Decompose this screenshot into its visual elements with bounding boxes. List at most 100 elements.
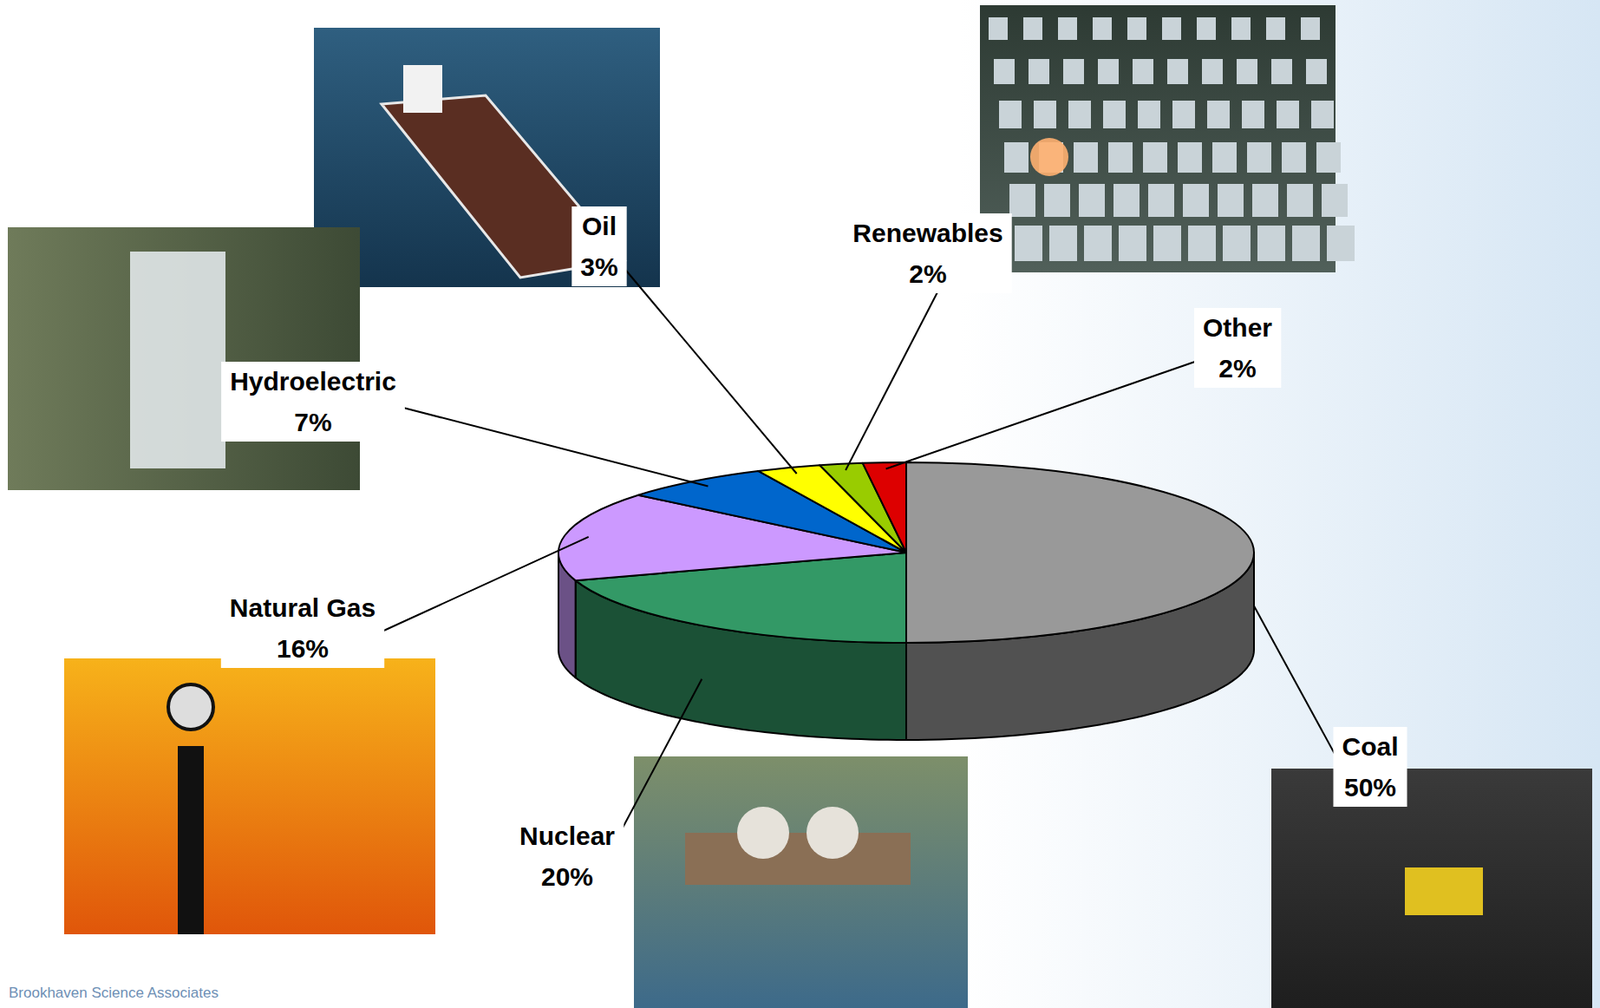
photo-nuclear-building xyxy=(685,832,911,885)
photo-solar-panel xyxy=(1148,183,1175,217)
data-label-box xyxy=(1194,307,1281,388)
photo-solar-panel xyxy=(1097,58,1119,85)
photos xyxy=(7,5,1593,1008)
leader-line xyxy=(845,288,940,471)
photo-solar-panel xyxy=(1103,100,1126,129)
photo-solar-panel xyxy=(1078,183,1105,217)
photo-solar-panel xyxy=(1044,183,1071,217)
pie-slice xyxy=(862,462,907,553)
photo-solar-panel xyxy=(1049,225,1078,262)
photo-solar-panel xyxy=(1286,183,1313,217)
photo-solar-panel xyxy=(1321,183,1348,217)
value-label: 7% xyxy=(293,407,332,437)
photo-gas-pipe xyxy=(177,745,204,934)
photo-solar-panel xyxy=(1063,58,1085,85)
data-label-box xyxy=(221,361,405,442)
photo-solar xyxy=(979,5,1336,273)
photo-solar-panel xyxy=(1132,58,1154,85)
photo-solar-panel xyxy=(1222,225,1251,262)
photo-solar-panel xyxy=(1271,58,1293,85)
photo-sun-glint xyxy=(1030,137,1069,177)
photo-solar-panel xyxy=(1182,183,1209,217)
photo-coal xyxy=(1271,768,1593,1008)
photo-solar-panel xyxy=(1108,142,1133,173)
value-label: 2% xyxy=(908,259,947,288)
photo-solar-panel xyxy=(1023,17,1043,40)
photo-solar-panel xyxy=(1247,142,1272,173)
photo-solar-panel xyxy=(1118,225,1147,262)
photo-waterfall xyxy=(130,251,226,469)
background xyxy=(0,0,1600,1008)
photo-coal-bulldozer xyxy=(1404,867,1483,915)
photo-solar-panel xyxy=(1009,183,1036,217)
category-label: Other xyxy=(1202,313,1273,342)
pie-top xyxy=(558,462,1254,643)
photo-solar-panel xyxy=(1092,17,1112,40)
photo-solar-panel xyxy=(1212,142,1237,173)
data-label-box xyxy=(221,587,385,668)
data-label: Other 2% xyxy=(1194,307,1281,388)
data-label-box xyxy=(510,816,624,896)
photo-solar-panel xyxy=(1172,100,1196,129)
data-label: Renewables 2% xyxy=(843,213,1012,294)
photo-solar-panel xyxy=(999,100,1022,129)
photo-solar-panels xyxy=(988,17,1355,262)
photo-solar-panel xyxy=(1028,58,1050,85)
leader-line xyxy=(617,260,797,474)
category-label: Coal xyxy=(1341,731,1398,761)
value-label: 20% xyxy=(541,862,594,891)
photo-solar-panel xyxy=(1292,225,1320,262)
photo-solar-panel xyxy=(1281,142,1307,173)
photo-solar-panel xyxy=(1137,100,1161,129)
labels: Coal50%Nuclear20%Natural Gas16%Hydroelec… xyxy=(221,206,1408,896)
photo-solar-panel xyxy=(1153,225,1182,262)
photo-solar-panel xyxy=(1196,17,1216,40)
photo-solar-panel xyxy=(1113,183,1140,217)
photo-solar-panel xyxy=(1167,58,1189,85)
photo-solar-panel xyxy=(1084,225,1112,262)
photo-solar-panel xyxy=(1257,225,1286,262)
leader-line xyxy=(886,355,1213,469)
photo-solar-panel xyxy=(1231,17,1251,40)
photo-solar-panel xyxy=(1207,100,1230,129)
pie xyxy=(558,462,1254,740)
data-label: Natural Gas 16% xyxy=(221,587,385,668)
photo-solar-panel xyxy=(1326,225,1355,262)
chart-container: Coal50%Nuclear20%Natural Gas16%Hydroelec… xyxy=(0,0,1600,1008)
category-label: Renewables xyxy=(852,218,1003,248)
photo-solar-panel xyxy=(1266,17,1286,40)
category-label: Nuclear xyxy=(519,821,615,850)
photo-solar-panel xyxy=(1033,100,1057,129)
photo-solar-panel xyxy=(1316,142,1341,173)
photo-solar-panel xyxy=(1068,100,1091,129)
photo-solar-panel xyxy=(1004,142,1029,173)
pie-slice xyxy=(819,463,907,553)
photo-solar-panel xyxy=(1142,142,1168,173)
photo-solar-panel xyxy=(1236,58,1258,85)
photo-oil xyxy=(313,27,660,288)
photo-solar-panel xyxy=(1276,100,1300,129)
photo-solar-panel xyxy=(1306,58,1327,85)
footer: Brookhaven Science Associates xyxy=(8,984,219,1001)
photo-solar-panel xyxy=(1217,183,1244,217)
photo-solar-panel xyxy=(1241,100,1265,129)
photo-solar-panel xyxy=(1057,17,1078,40)
photo-solar-panel xyxy=(1252,183,1279,217)
photo-solar-panel xyxy=(1188,225,1216,262)
leader-line xyxy=(368,536,589,638)
photo-solar-panel xyxy=(1300,17,1320,40)
value-label: 2% xyxy=(1218,353,1256,383)
category-label: Hydroelectric xyxy=(229,366,397,396)
value-label: 16% xyxy=(276,633,329,663)
photo-ship-bridge xyxy=(403,65,443,113)
photo-solar-panel xyxy=(1201,58,1223,85)
photo-solar-panel xyxy=(1073,142,1098,173)
photo-gas-gauge xyxy=(168,684,214,730)
leader-lines xyxy=(368,260,1340,857)
category-label: Natural Gas xyxy=(229,593,376,622)
data-label: Hydroelectric 7% xyxy=(221,361,405,442)
photo-nuclear-dome xyxy=(806,806,859,859)
photo-solar-panel xyxy=(1014,225,1043,262)
data-label-box xyxy=(1332,726,1407,807)
data-label-box xyxy=(843,213,1012,294)
